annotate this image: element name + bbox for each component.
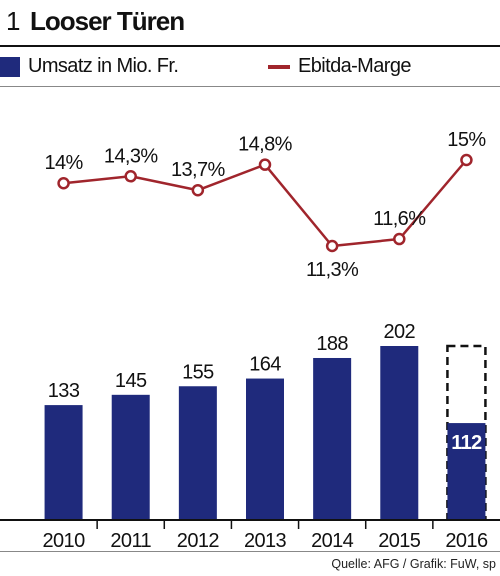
- x-tick-label: 2016: [445, 530, 488, 552]
- legend-item-margin: Ebitda-Marge: [268, 55, 411, 78]
- chart-title-row: 1 Looser Türen: [6, 6, 185, 38]
- margin-value-label: 13,7%: [171, 159, 226, 181]
- bar-2015: [380, 346, 419, 519]
- margin-point-2014: [325, 239, 339, 253]
- margin-point-2016: [460, 153, 473, 167]
- margin-point-2015: [393, 232, 406, 246]
- x-tick-label: 2012: [177, 530, 220, 552]
- footer-rule: [0, 551, 500, 552]
- bar-2016: [447, 423, 486, 519]
- bar-value-label: 112: [451, 432, 482, 454]
- x-tick-label: 2010: [43, 530, 86, 552]
- bar-2014: [313, 357, 352, 519]
- bar-value-label: 145: [115, 370, 147, 392]
- bar-2012: [178, 386, 217, 519]
- figure-number: 1: [6, 6, 20, 36]
- bar-2013: [246, 378, 284, 519]
- margin-point-2010: [57, 176, 70, 190]
- x-tick-label: 2014: [311, 530, 354, 552]
- legend-line-swatch: [268, 64, 290, 69]
- margin-point-2011: [124, 170, 137, 183]
- legend-item-revenue: Umsatz in Mio. Fr.: [0, 55, 179, 78]
- x-tick-label: 2013: [244, 530, 287, 552]
- bar-value-label: 164: [249, 354, 281, 376]
- bar-value-label: 188: [316, 333, 348, 355]
- title-rule: [0, 45, 500, 47]
- legend-bar-swatch: [0, 56, 20, 77]
- margin-value-label: 14,8%: [238, 134, 293, 156]
- bar-value-label: 155: [182, 361, 214, 383]
- margin-line: [63, 159, 468, 248]
- bar-2011: [111, 394, 150, 519]
- margin-point-2012: [191, 183, 205, 197]
- margin-value-label: 11,6%: [373, 208, 426, 230]
- source-note: Quelle: AFG / Grafik: FuW, sp: [331, 557, 496, 571]
- legend: Umsatz in Mio. Fr. Ebitda-Marge: [0, 55, 500, 81]
- chart-title: Looser Türen: [29, 6, 185, 36]
- legend-rule: [0, 86, 500, 87]
- legend-label-margin: Ebitda-Marge: [298, 55, 411, 77]
- bar-value-label: 202: [383, 321, 415, 343]
- bar-2010: [44, 405, 83, 519]
- margin-value-label: 11,3%: [306, 259, 359, 281]
- margin-value-label: 14,3%: [104, 145, 159, 167]
- legend-label-revenue: Umsatz in Mio. Fr.: [28, 55, 179, 77]
- bar-value-label: 133: [48, 380, 80, 402]
- x-tick-label: 2015: [378, 530, 421, 552]
- margin-value-label: 15%: [447, 129, 486, 151]
- x-tick-label: 2011: [110, 530, 151, 552]
- margin-value-label: 14%: [44, 152, 83, 174]
- margin-point-2013: [258, 158, 272, 171]
